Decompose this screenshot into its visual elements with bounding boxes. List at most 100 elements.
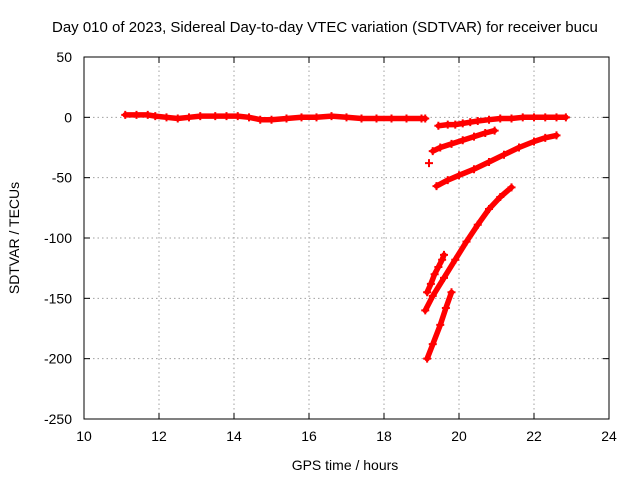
data-point [473, 116, 482, 125]
data-series [121, 110, 430, 124]
x-tick-label: 12 [151, 428, 167, 444]
data-point [490, 126, 499, 135]
data-point [423, 288, 432, 297]
data-point [541, 133, 550, 142]
data-series [428, 126, 499, 156]
data-point [485, 115, 493, 124]
data-point [443, 176, 452, 185]
data-point [132, 110, 141, 119]
data-point [496, 114, 505, 123]
data-point [500, 150, 508, 159]
data-point [387, 114, 396, 123]
data-point [451, 120, 460, 129]
y-tick-label: 50 [56, 49, 72, 65]
data-point [440, 273, 448, 282]
data-point [561, 113, 570, 122]
data-points [121, 110, 570, 363]
data-series [432, 131, 561, 191]
data-point [402, 114, 411, 123]
data-point [440, 250, 448, 259]
x-axis-label: GPS time / hours [292, 457, 399, 473]
data-point [458, 119, 467, 128]
data-point [458, 136, 467, 145]
data-point [473, 220, 482, 229]
data-point [256, 115, 265, 124]
y-tick-label: -150 [44, 290, 72, 306]
data-point [432, 182, 441, 191]
data-point [434, 121, 443, 130]
data-point [233, 112, 242, 121]
data-point [485, 157, 493, 166]
data-point [552, 131, 561, 140]
data-point [470, 165, 478, 174]
data-point [455, 171, 463, 180]
data-point [162, 113, 171, 122]
data-point [430, 270, 439, 279]
data-point [447, 139, 456, 148]
data-point [466, 118, 475, 127]
data-point [327, 112, 336, 121]
data-point [481, 129, 490, 138]
data-point [518, 113, 527, 122]
tick-labels: 10 12 14 16 18 20 22 24 -250 -200 -150 -100 -50 0 50 [44, 49, 617, 444]
y-tick-label: -250 [44, 411, 72, 427]
data-point [421, 114, 430, 123]
data-series [425, 159, 433, 168]
x-tick-label: 20 [451, 428, 467, 444]
y-tick-label: -200 [44, 351, 72, 367]
data-point [507, 183, 516, 192]
data-point [425, 159, 433, 168]
chart-title: Day 010 of 2023, Sidereal Day-to-day VTE… [52, 19, 598, 36]
data-point [297, 113, 306, 122]
data-point [428, 340, 437, 349]
x-tick-label: 16 [301, 428, 317, 444]
data-point [496, 192, 505, 201]
data-point [421, 306, 430, 315]
x-tick-label: 22 [526, 428, 542, 444]
data-point [143, 110, 152, 119]
data-point [515, 143, 523, 152]
data-point [436, 320, 445, 329]
data-trace [433, 132, 560, 189]
data-point [196, 112, 205, 121]
y-axis-label: SDTVAR / TECUs [6, 182, 22, 294]
data-point [312, 113, 321, 122]
data-point [173, 114, 182, 123]
x-tick-label: 24 [601, 428, 617, 444]
y-tick-label: -50 [52, 170, 72, 186]
data-point [530, 137, 538, 146]
data-point [267, 115, 276, 124]
data-series [421, 183, 516, 315]
data-point [552, 113, 561, 122]
data-point [541, 113, 550, 122]
data-point [282, 114, 291, 123]
data-point [507, 114, 516, 123]
data-point [436, 143, 445, 152]
data-point [372, 114, 381, 123]
grid-lines [84, 57, 609, 419]
data-point [357, 114, 366, 123]
data-point [470, 132, 478, 141]
data-point [423, 354, 432, 363]
data-point [426, 279, 435, 288]
data-point [443, 120, 452, 129]
x-tick-label: 10 [76, 428, 92, 444]
data-point [428, 291, 437, 300]
data-series [423, 250, 448, 297]
data-point [441, 303, 450, 312]
data-point [428, 147, 437, 156]
data-point [447, 288, 456, 297]
data-point [434, 262, 443, 271]
y-tick-label: -100 [44, 230, 72, 246]
data-point [222, 112, 231, 121]
data-series [423, 288, 456, 363]
data-point [121, 110, 130, 119]
plot-frame [83, 56, 610, 420]
data-point [530, 113, 538, 122]
x-tick-label: 18 [376, 428, 392, 444]
data-point [485, 205, 493, 214]
data-series [434, 113, 570, 130]
data-point [185, 113, 193, 122]
data-trace [422, 184, 515, 314]
